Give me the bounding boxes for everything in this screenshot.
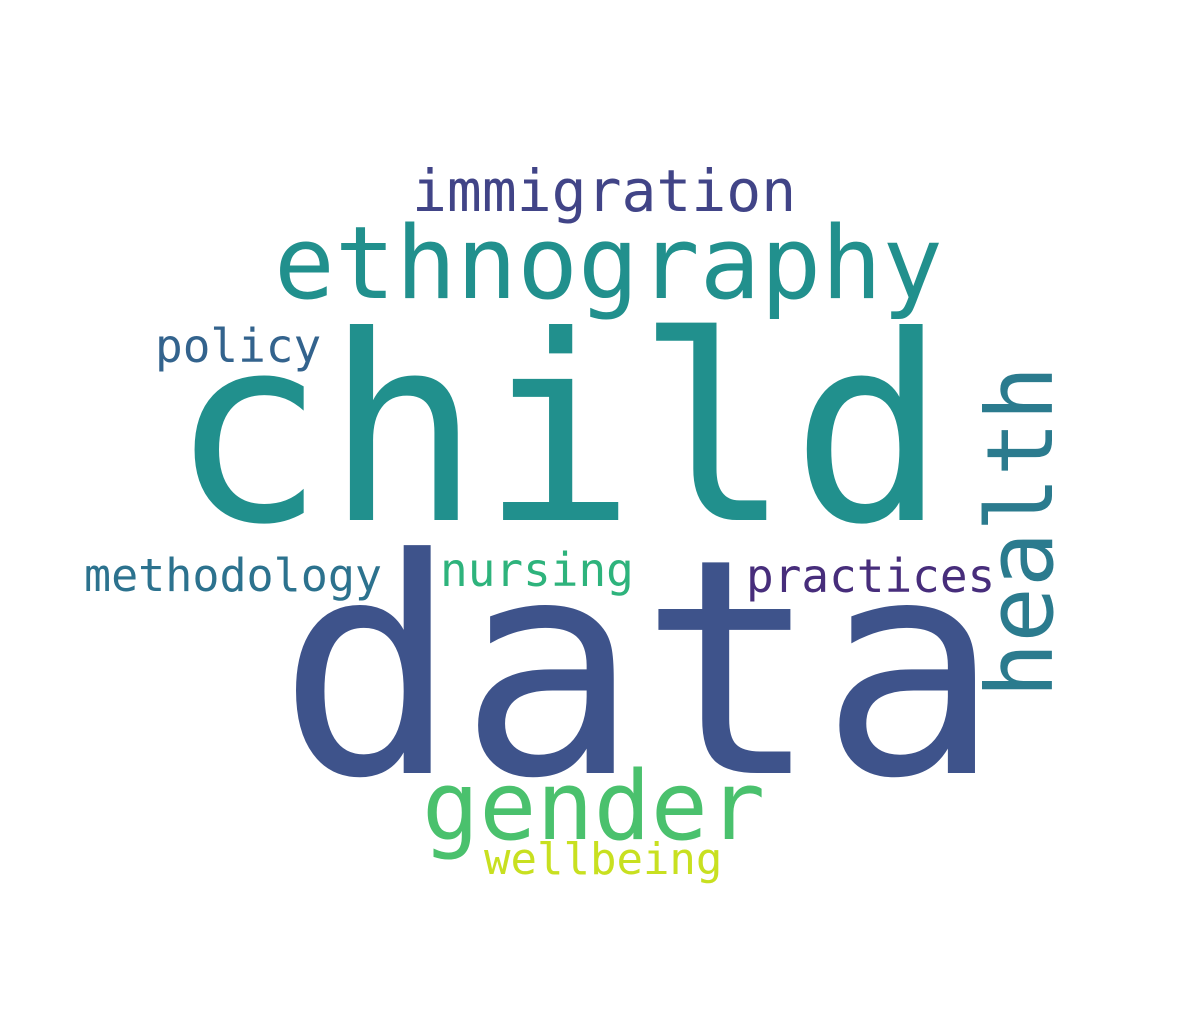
word-data: data: [278, 495, 1001, 844]
word-wellbeing: wellbeing: [484, 834, 723, 885]
word-nursing: nursing: [440, 543, 634, 597]
word-practices: practices: [746, 549, 996, 603]
word-immigration: immigration: [412, 157, 797, 225]
word-ethnography: ethnography: [274, 204, 943, 322]
word-policy: policy: [155, 319, 322, 373]
word-child: child: [170, 281, 947, 581]
word-methodology: methodology: [84, 549, 383, 602]
word-gender: gender: [422, 752, 766, 862]
